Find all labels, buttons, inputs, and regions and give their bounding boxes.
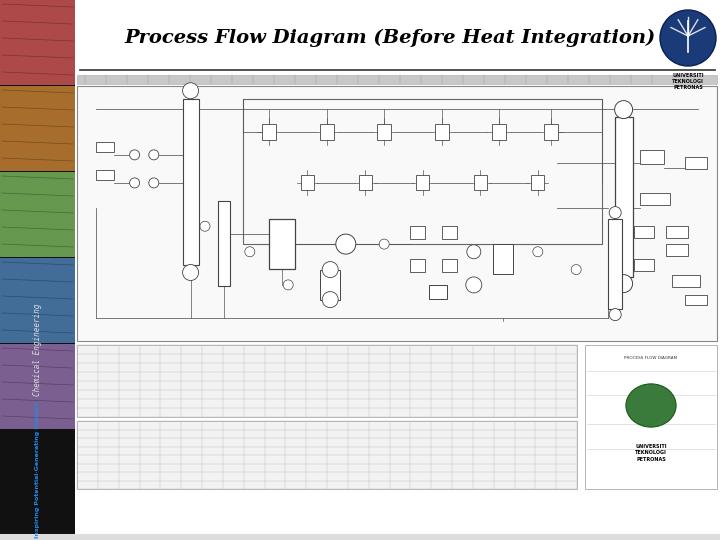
Bar <box>0 172 75 257</box>
Text: UNIVERSITI
TEKNOLOGI
PETRONAS: UNIVERSITI TEKNOLOGI PETRONAS <box>635 444 667 462</box>
Bar <box>615 117 633 276</box>
Bar <box>634 226 654 238</box>
Text: Process Flow Diagram (Before Heat Integration): Process Flow Diagram (Before Heat Integr… <box>125 29 656 47</box>
Bar <box>493 244 513 274</box>
Circle shape <box>379 239 390 249</box>
Circle shape <box>533 247 543 256</box>
Circle shape <box>660 10 716 66</box>
Bar <box>544 124 557 140</box>
Bar <box>666 244 688 256</box>
Bar <box>243 99 602 244</box>
Bar <box>77 421 577 489</box>
Circle shape <box>323 292 338 308</box>
Bar <box>410 226 425 239</box>
Bar <box>492 124 506 140</box>
Circle shape <box>245 247 255 256</box>
Bar <box>0 0 75 85</box>
Circle shape <box>130 150 140 160</box>
Circle shape <box>130 178 140 188</box>
Bar <box>608 219 622 308</box>
Bar <box>429 285 447 299</box>
Bar <box>640 150 665 164</box>
Bar <box>416 176 429 191</box>
Bar <box>218 201 230 286</box>
Bar <box>0 534 720 540</box>
Bar <box>442 226 456 239</box>
Bar <box>320 124 333 140</box>
Bar <box>585 345 717 489</box>
Circle shape <box>149 150 159 160</box>
Circle shape <box>183 265 199 280</box>
Bar <box>77 345 577 417</box>
Circle shape <box>467 245 481 259</box>
Bar <box>269 219 295 268</box>
Circle shape <box>615 275 633 293</box>
Circle shape <box>183 83 199 99</box>
Text: UNIVERSITI
TEKNOLOGI
PETRONAS: UNIVERSITI TEKNOLOGI PETRONAS <box>672 73 704 90</box>
Circle shape <box>149 178 159 188</box>
Circle shape <box>609 308 621 321</box>
Bar <box>359 176 372 191</box>
Bar <box>531 176 544 191</box>
Bar <box>77 75 717 84</box>
Bar <box>377 124 391 140</box>
Circle shape <box>571 265 581 275</box>
Circle shape <box>323 261 338 278</box>
Bar <box>666 226 688 238</box>
Bar <box>672 275 701 287</box>
Circle shape <box>336 234 356 254</box>
Bar <box>685 157 707 170</box>
Text: Chemical Engineering: Chemical Engineering <box>33 303 42 396</box>
Bar <box>301 176 314 191</box>
Bar <box>685 295 707 305</box>
Circle shape <box>466 277 482 293</box>
Circle shape <box>200 221 210 231</box>
Bar <box>0 0 75 540</box>
Bar <box>0 86 75 171</box>
Bar <box>634 259 654 272</box>
Bar <box>0 344 75 429</box>
Bar <box>410 259 425 272</box>
Text: PROCESS FLOW DIAGRAM: PROCESS FLOW DIAGRAM <box>624 356 678 360</box>
Bar <box>435 124 449 140</box>
Circle shape <box>615 100 633 119</box>
Bar <box>474 176 487 191</box>
Text: Inspiring Potential·Generating Futures: Inspiring Potential·Generating Futures <box>35 402 40 538</box>
Bar <box>183 99 199 265</box>
Ellipse shape <box>626 384 676 427</box>
Bar <box>262 124 276 140</box>
Bar <box>0 258 75 343</box>
Bar <box>77 86 717 341</box>
Bar <box>640 193 670 205</box>
Bar <box>96 142 114 152</box>
Circle shape <box>609 207 621 219</box>
Bar <box>320 269 340 300</box>
Bar <box>96 170 114 180</box>
Bar <box>442 259 456 272</box>
Circle shape <box>283 280 293 290</box>
